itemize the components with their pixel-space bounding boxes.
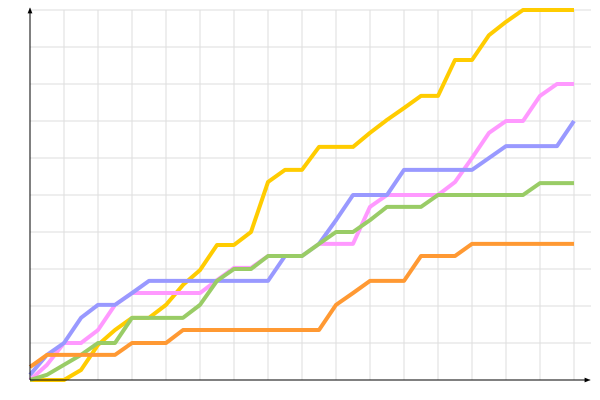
series-line xyxy=(30,8,574,382)
series-line xyxy=(28,241,574,369)
plot-lines xyxy=(28,8,576,382)
series-line xyxy=(29,181,574,382)
